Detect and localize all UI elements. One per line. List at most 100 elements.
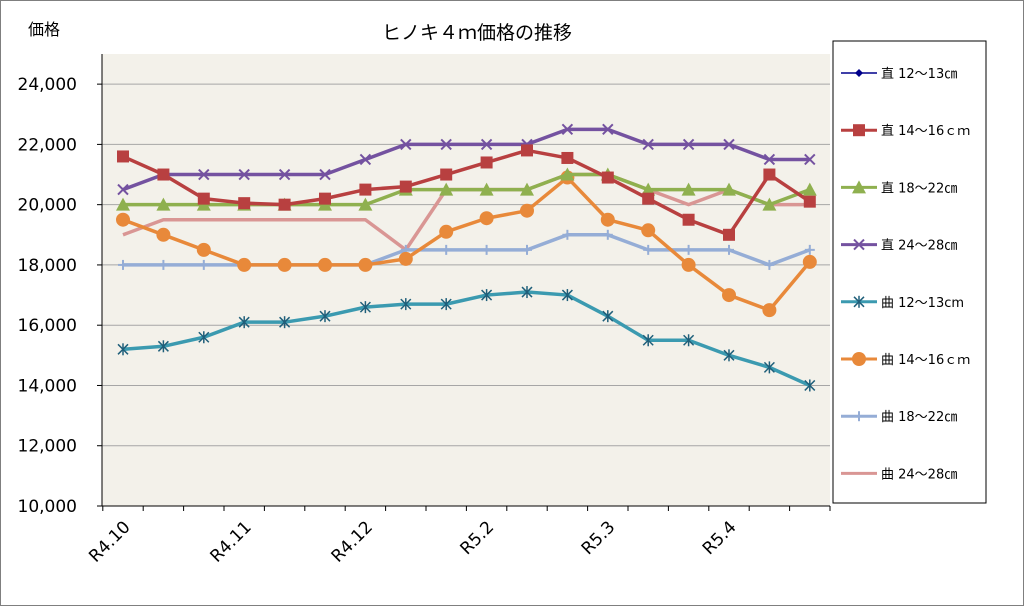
- y-tick-label: 10,000: [18, 497, 77, 517]
- marker-stroke: [117, 183, 129, 196]
- data-point: [852, 352, 866, 366]
- data-point: [359, 153, 372, 166]
- y-tick-label: 16,000: [18, 316, 77, 336]
- legend-label: 直 24～28㎝: [881, 239, 957, 254]
- y-tick-label: 12,000: [18, 437, 77, 457]
- data-point: [853, 124, 865, 137]
- data-point: [359, 183, 372, 196]
- marker-stroke: [278, 168, 291, 181]
- data-point: [763, 168, 776, 181]
- data-point: [400, 138, 412, 151]
- data-point: [853, 295, 865, 308]
- data-point: [521, 144, 533, 157]
- data-point: [116, 197, 130, 211]
- y-tick-label: 18,000: [18, 256, 77, 276]
- data-point: [802, 182, 817, 196]
- data-point: [196, 242, 211, 257]
- data-point: [440, 168, 453, 181]
- data-point: [683, 334, 695, 347]
- data-point: [522, 244, 532, 255]
- data-point: [278, 168, 291, 181]
- marker-stroke: [763, 153, 776, 166]
- data-point: [853, 238, 865, 251]
- data-point: [643, 244, 654, 255]
- y-tick-label: 20,000: [18, 196, 77, 216]
- legend-item: 曲 12～13cm: [841, 295, 964, 311]
- legend-item: 直 18～22㎝: [841, 180, 957, 196]
- data-point: [440, 138, 452, 151]
- marker-stroke: [198, 168, 210, 181]
- data-point: [400, 298, 412, 311]
- data-point: [479, 211, 494, 226]
- marker-stroke: [319, 168, 331, 181]
- data-point: [319, 310, 331, 323]
- marker-stroke: [602, 123, 614, 136]
- series-2: [117, 144, 816, 241]
- data-point: [683, 244, 694, 255]
- x-tick-label: R5.4: [699, 517, 741, 559]
- data-point: [399, 180, 412, 193]
- data-point: [481, 289, 493, 302]
- data-point: [398, 251, 413, 266]
- data-point: [762, 303, 777, 318]
- data-point: [682, 213, 695, 226]
- series-line: [122, 148, 811, 237]
- data-point: [600, 212, 615, 227]
- data-point: [480, 138, 493, 151]
- marker-stroke: [804, 153, 816, 166]
- data-point: [763, 361, 775, 374]
- legend-item: 曲 18～22㎝: [841, 410, 957, 425]
- data-point: [520, 182, 534, 196]
- data-point: [117, 150, 129, 163]
- data-point: [158, 259, 169, 270]
- marker-stroke: [359, 153, 372, 166]
- data-point: [238, 168, 250, 181]
- y-tick-label: 24,000: [18, 75, 77, 95]
- data-point: [198, 331, 210, 344]
- data-point: [561, 123, 574, 136]
- legend-label: 曲 24～28㎝: [881, 467, 957, 482]
- legend-item: 曲 24～28㎝: [841, 467, 957, 482]
- x-tick-label: R4.12: [328, 517, 377, 566]
- legend-item: 曲 14～16ｃｍ: [841, 352, 970, 368]
- data-point: [601, 171, 614, 184]
- legend-label: 曲 14～16ｃｍ: [881, 353, 970, 368]
- data-point: [358, 197, 373, 211]
- legend-label: 曲 12～13cm: [881, 296, 964, 311]
- data-point: [722, 182, 736, 196]
- y-axis-label: 価格: [28, 20, 60, 39]
- data-point: [358, 257, 373, 272]
- data-point: [723, 228, 735, 241]
- data-point: [156, 197, 171, 211]
- legend-label: 直 12～13㎝: [881, 67, 957, 82]
- data-point: [561, 289, 573, 302]
- data-point: [852, 180, 866, 194]
- data-point: [602, 310, 614, 323]
- x-tick-label: R4.10: [85, 517, 134, 566]
- data-point: [277, 257, 292, 272]
- data-point: [560, 167, 575, 181]
- data-point: [157, 340, 169, 353]
- series-line: [123, 172, 811, 207]
- data-point: [440, 298, 452, 311]
- data-point: [562, 229, 573, 240]
- data-point: [682, 138, 695, 151]
- data-point: [480, 156, 493, 169]
- data-point: [198, 259, 209, 270]
- data-point: [642, 192, 655, 205]
- data-point: [804, 153, 816, 166]
- data-point: [641, 182, 656, 196]
- data-point: [804, 244, 815, 255]
- data-point: [481, 244, 492, 255]
- data-point: [319, 192, 331, 205]
- legend-label: 曲 18～22㎝: [881, 410, 957, 425]
- data-point: [681, 257, 696, 272]
- data-point: [116, 212, 130, 227]
- data-point: [157, 168, 170, 181]
- data-point: [278, 198, 291, 211]
- data-point: [319, 168, 331, 181]
- legend-box: [832, 40, 987, 504]
- data-point: [359, 301, 371, 314]
